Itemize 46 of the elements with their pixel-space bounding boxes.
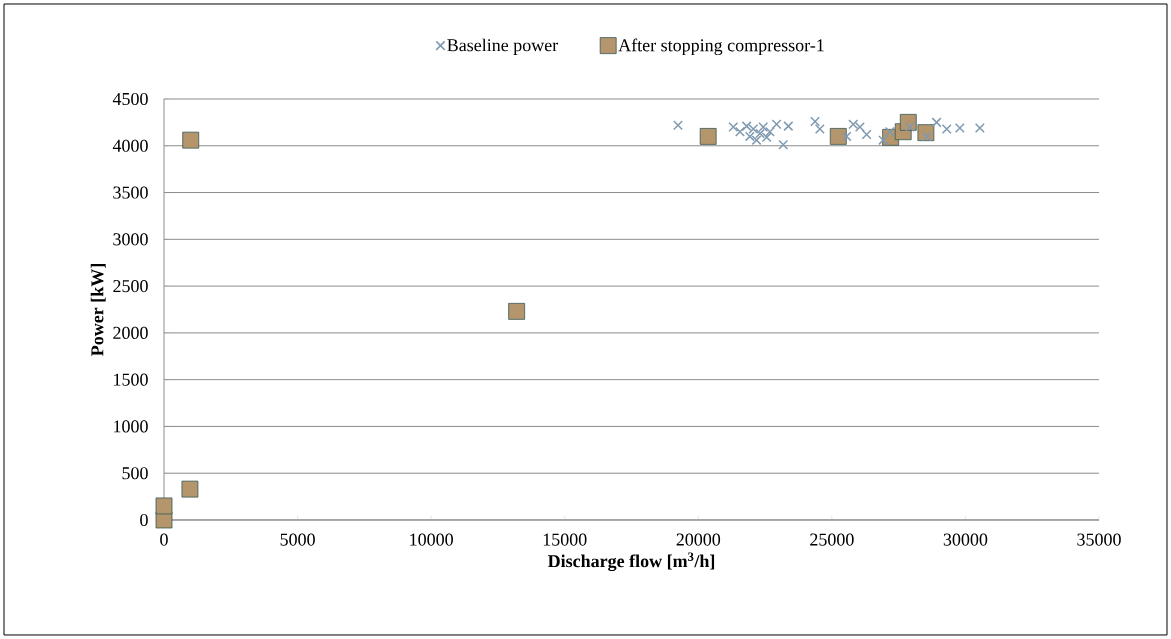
x-tick-label: 5000	[280, 533, 315, 546]
point	[814, 123, 825, 134]
point	[904, 122, 915, 133]
y-tick-label: 1000	[114, 420, 148, 433]
x-tick-label: 10000	[410, 533, 453, 546]
y-tick-label: 4500	[112, 92, 148, 106]
point	[673, 120, 683, 131]
y-axis-title: Power [kW]	[90, 264, 106, 356]
point	[931, 117, 942, 128]
point	[829, 128, 847, 145]
legend-label: After stopping compressor-1	[618, 38, 824, 56]
x-tick-label: 20000	[676, 533, 721, 546]
y-tick-label: 3000	[113, 233, 148, 246]
y-tick-label: 0	[140, 513, 148, 527]
point	[810, 116, 821, 127]
y-tick-label: 2500	[113, 280, 148, 293]
point	[954, 123, 965, 133]
y-tick-label: 500	[122, 467, 148, 480]
y-tick-label: 3500	[113, 186, 148, 199]
point	[771, 119, 782, 130]
x-tick-label: 35000	[1077, 533, 1121, 546]
point	[878, 135, 889, 146]
point	[941, 123, 952, 134]
point	[699, 128, 717, 145]
point	[861, 129, 872, 140]
point	[155, 497, 173, 515]
legend-label: Baseline power	[447, 38, 559, 55]
point	[884, 126, 895, 137]
point	[778, 139, 789, 150]
y-tick-label: 4000	[112, 139, 148, 152]
y-tick-label: 2000	[113, 326, 148, 339]
x-tick-label: 30000	[943, 533, 988, 546]
point	[508, 302, 526, 320]
y-tick-label: 1500	[114, 373, 148, 386]
x-tick-label: 25000	[810, 533, 854, 546]
point	[921, 131, 932, 142]
point	[841, 131, 852, 142]
point	[734, 126, 745, 137]
point	[783, 121, 794, 132]
x-tick-label: 15000	[543, 533, 587, 546]
point	[728, 122, 739, 133]
point	[181, 480, 199, 498]
x-axis-title: Discharge flow [m$^{3}$/h]	[547, 552, 715, 572]
point	[974, 123, 985, 133]
point	[182, 131, 200, 149]
x-tick-label: 0	[160, 533, 168, 546]
